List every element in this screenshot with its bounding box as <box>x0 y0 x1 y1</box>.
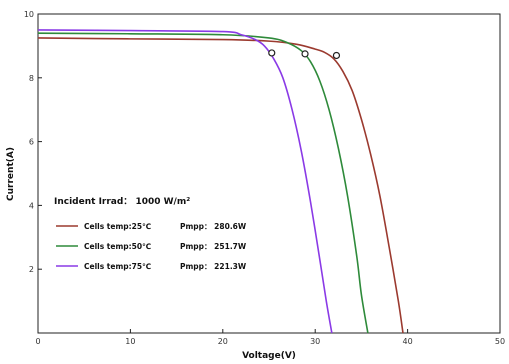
legend-annotation: Incident Irrad： 1000 W/m² <box>54 197 190 207</box>
legend: Incident Irrad： 1000 W/m² Cells temp:25℃… <box>54 197 247 271</box>
legend-label-2: Cells temp:50℃ <box>84 242 151 251</box>
mpp-marker-3 <box>268 49 276 57</box>
x-axis-title: Voltage(V) <box>242 351 296 361</box>
x-tick-label: 0 <box>35 337 40 346</box>
y-axis-title: Current(A) <box>6 147 16 201</box>
legend-label-1: Cells temp:25℃ <box>84 222 151 231</box>
x-tick-label: 50 <box>495 337 505 346</box>
mpp-marker-1 <box>332 51 341 60</box>
legend-pmpp-3: Pmpp： 221.3W <box>180 262 247 271</box>
x-tick-label: 40 <box>403 337 413 346</box>
legend-pmpp-1: Pmpp： 280.6W <box>180 222 247 231</box>
series-line-1 <box>37 37 404 334</box>
ticks-layer: 0 10 20 30 40 50 2 4 6 8 10 <box>24 10 505 346</box>
mpp-marker-2 <box>301 50 309 58</box>
series-line-3 <box>37 29 333 334</box>
y-tick-label: 2 <box>29 265 34 274</box>
y-tick-label: 6 <box>29 138 34 147</box>
x-tick-label: 20 <box>218 337 228 346</box>
x-tick-label: 10 <box>125 337 135 346</box>
legend-pmpp-2: Pmpp： 251.7W <box>180 242 247 251</box>
y-tick-label: 10 <box>24 10 34 19</box>
series-layer <box>37 29 404 334</box>
x-tick-label: 30 <box>310 337 320 346</box>
series-line-2 <box>37 32 369 334</box>
plot-frame <box>37 13 501 334</box>
mpp-markers-layer <box>268 49 341 60</box>
legend-label-3: Cells temp:75℃ <box>84 262 151 271</box>
y-tick-label: 8 <box>29 74 34 83</box>
y-tick-label: 4 <box>29 201 34 210</box>
